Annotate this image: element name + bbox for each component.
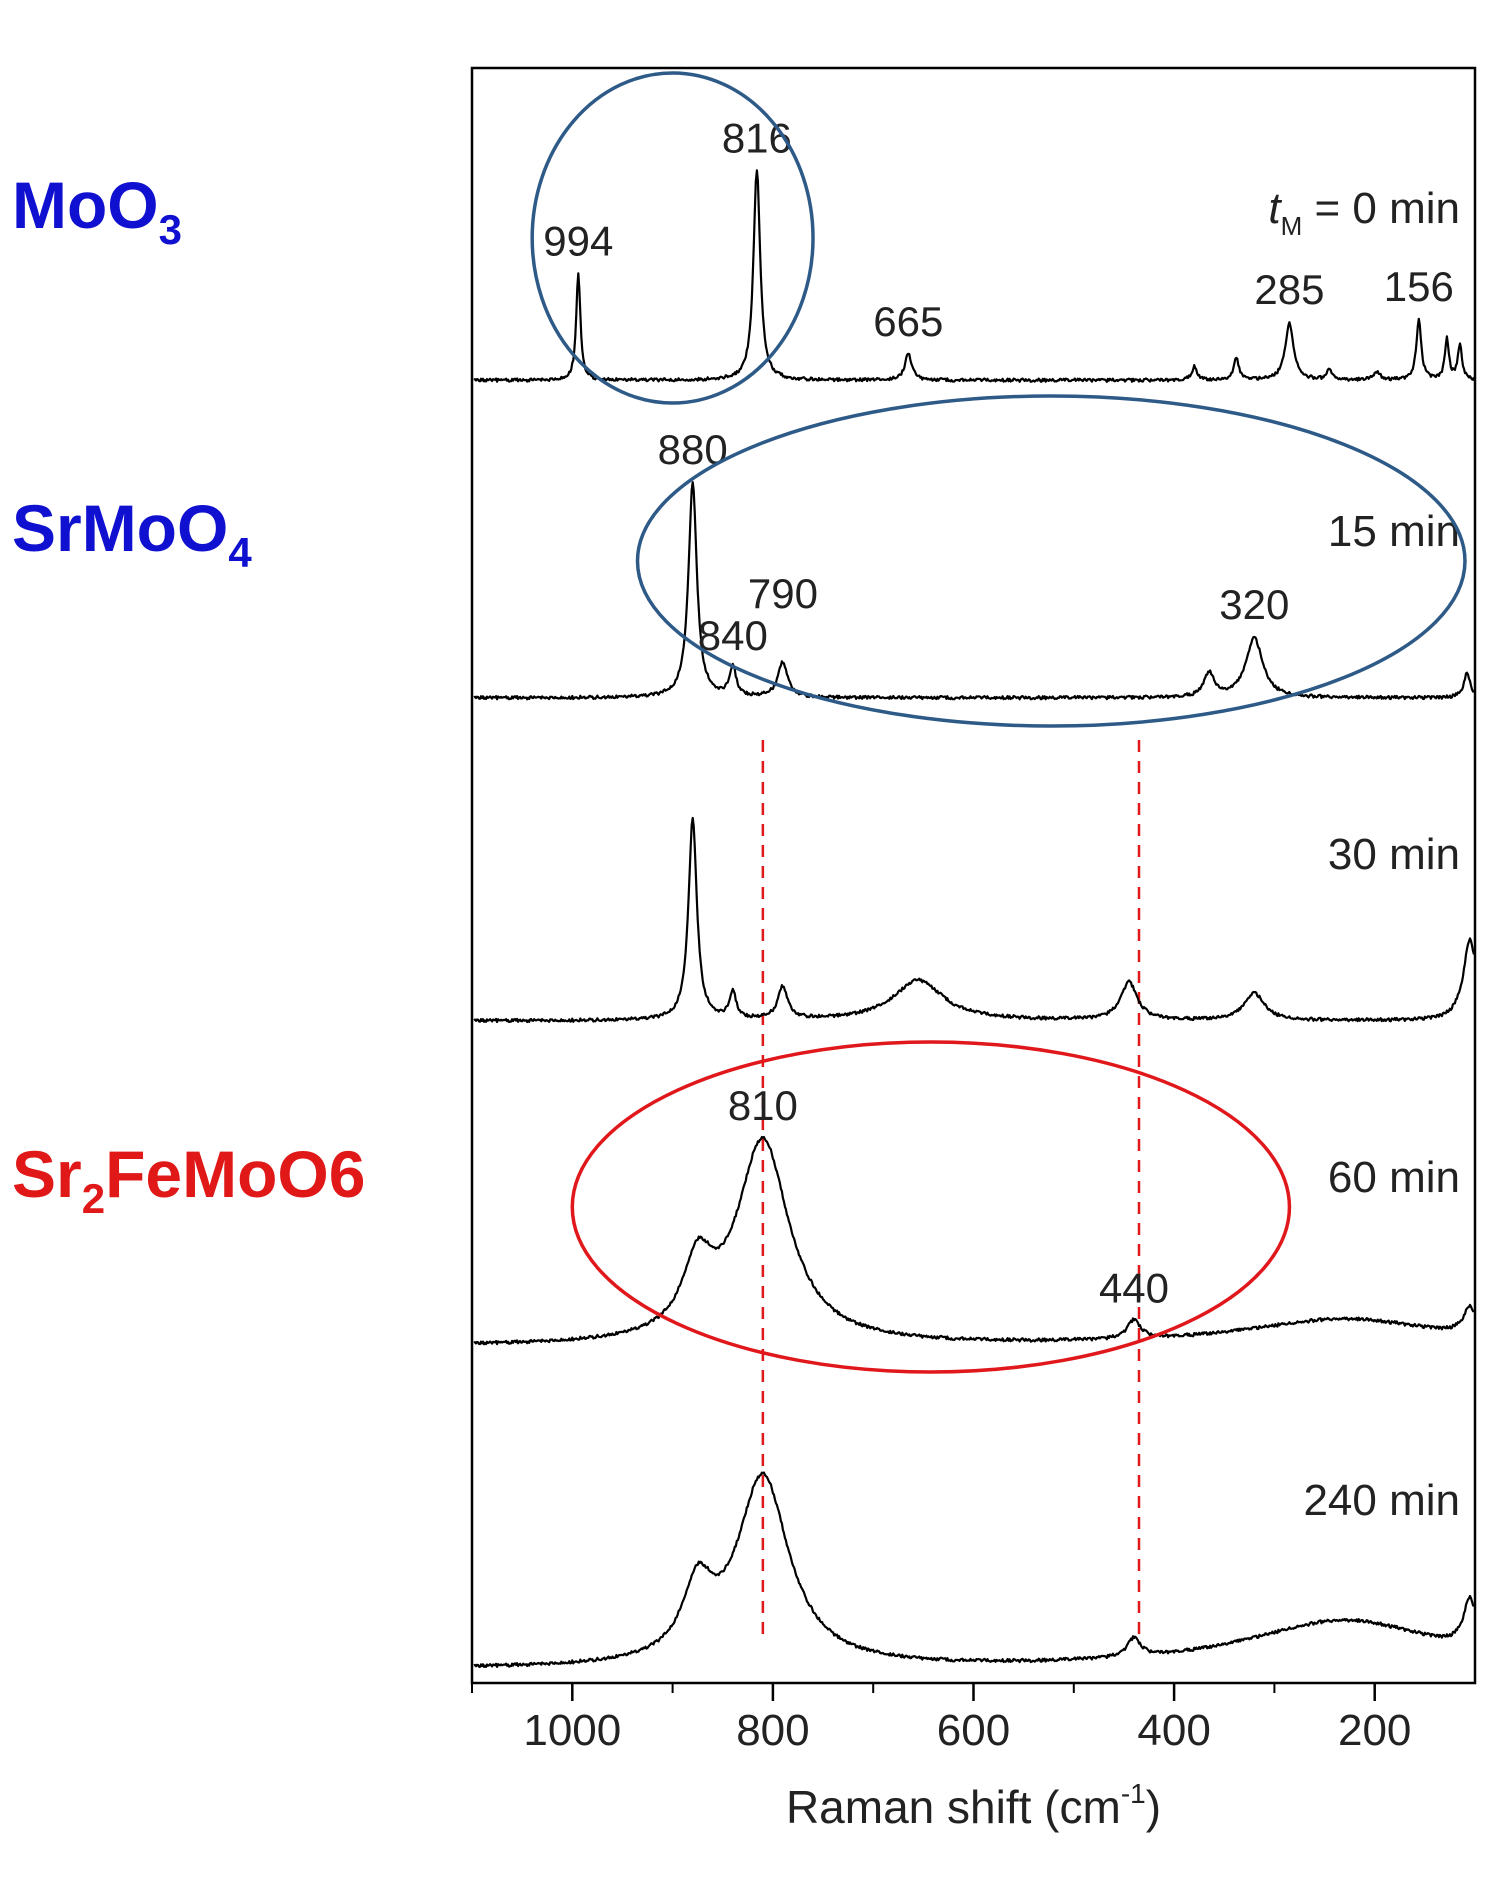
phase-label-sr2femoo6: Sr2FeMoO6 (12, 1137, 365, 1222)
peak-label-285: 285 (1254, 266, 1324, 313)
phase-label-srmoo4: SrMoO4 (12, 491, 252, 576)
sr2femoo6-region (570, 1040, 1292, 1374)
phase-label-moo3: MoO3 (12, 168, 182, 253)
peak-label-320: 320 (1219, 581, 1289, 628)
x-tick-label-1000: 1000 (523, 1706, 621, 1755)
peak-label-840: 840 (698, 612, 768, 659)
series-line-2 (473, 816, 1476, 1024)
peak-label-880: 880 (658, 426, 728, 473)
series-label-2: 30 min (1328, 830, 1460, 879)
x-tick-label-600: 600 (937, 1706, 1010, 1755)
series-label-1: 15 min (1328, 507, 1460, 556)
srmoo4-region (635, 394, 1467, 728)
x-tick-label-800: 800 (736, 1706, 809, 1755)
peak-label-994: 994 (543, 217, 613, 264)
moo3-region (530, 71, 815, 405)
plot-frame (470, 66, 1477, 1685)
series-label-3: 60 min (1328, 1153, 1460, 1202)
x-tick-label-200: 200 (1338, 1706, 1411, 1755)
peak-label-665: 665 (873, 298, 943, 345)
peak-label-810: 810 (728, 1082, 798, 1129)
x-tick-label-400: 400 (1137, 1706, 1210, 1755)
peak-label-816: 816 (722, 114, 792, 161)
peak-label-790: 790 (748, 570, 818, 617)
series-label-0: tM = 0 min (1268, 184, 1460, 241)
peak-label-156: 156 (1384, 263, 1454, 310)
series-line-0 (473, 169, 1476, 383)
x-axis-title: Raman shift (cm-1) (786, 1778, 1161, 1833)
series-label-4: 240 min (1303, 1476, 1460, 1525)
series-line-1 (473, 481, 1475, 701)
series-line-4 (473, 1471, 1475, 1668)
series-line-3 (473, 1135, 1475, 1346)
peak-label-440: 440 (1099, 1264, 1169, 1311)
